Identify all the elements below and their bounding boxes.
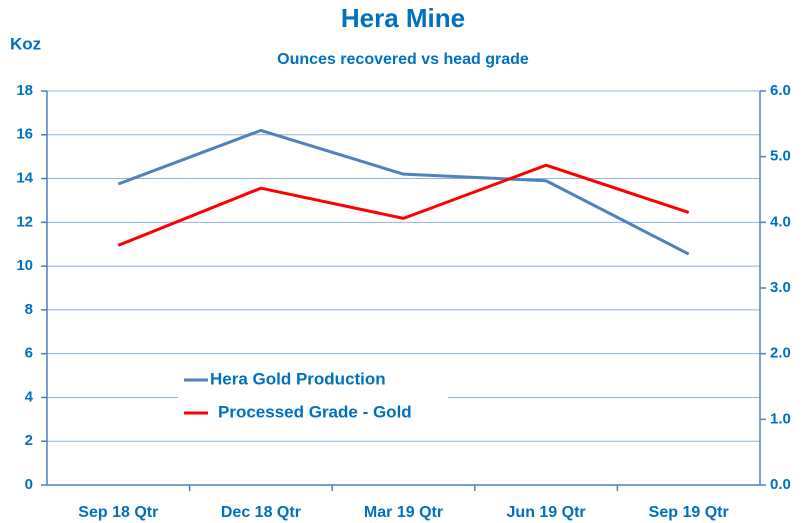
x-tick-label: Sep 18 Qtr — [78, 504, 158, 521]
series-line — [117, 128, 690, 256]
y-tick-label: 12 — [16, 213, 33, 230]
series-line — [117, 163, 690, 247]
y2-tick-label: 6.0 — [770, 82, 791, 99]
x-tick-label: Mar 19 Qtr — [364, 504, 443, 521]
legend-label: Processed Grade - Gold — [218, 402, 412, 421]
x-tick-label: Sep 19 Qtr — [649, 504, 729, 521]
y-tick-label: 10 — [16, 257, 33, 274]
y2-tick-label: 0.0 — [770, 476, 791, 493]
y2-tick-label: 5.0 — [770, 148, 791, 165]
y2-tick-label: 2.0 — [770, 345, 791, 362]
y-tick-label: 14 — [16, 170, 33, 187]
y-tick-label: 4 — [25, 388, 34, 405]
chart-subtitle: Ounces recovered vs head grade — [277, 51, 529, 68]
legend-label: Hera Gold Production — [210, 369, 386, 388]
y-tick-label: 8 — [25, 301, 33, 318]
y-tick-label: 18 — [16, 82, 33, 99]
y-tick-label: 2 — [25, 432, 33, 449]
chart-title: Hera Mine — [341, 3, 465, 33]
y2-tick-label: 4.0 — [770, 213, 791, 230]
x-tick-label: Dec 18 Qtr — [221, 504, 301, 521]
y-axis-label: Koz — [10, 34, 41, 53]
x-tick-label: Jun 19 Qtr — [507, 504, 586, 521]
y-tick-label: 16 — [16, 126, 33, 143]
y2-tick-label: 1.0 — [770, 410, 791, 427]
legend-box — [178, 360, 448, 432]
y2-tick-label: 3.0 — [770, 279, 791, 296]
y-tick-label: 6 — [25, 345, 33, 362]
y-tick-label: 0 — [25, 476, 33, 493]
